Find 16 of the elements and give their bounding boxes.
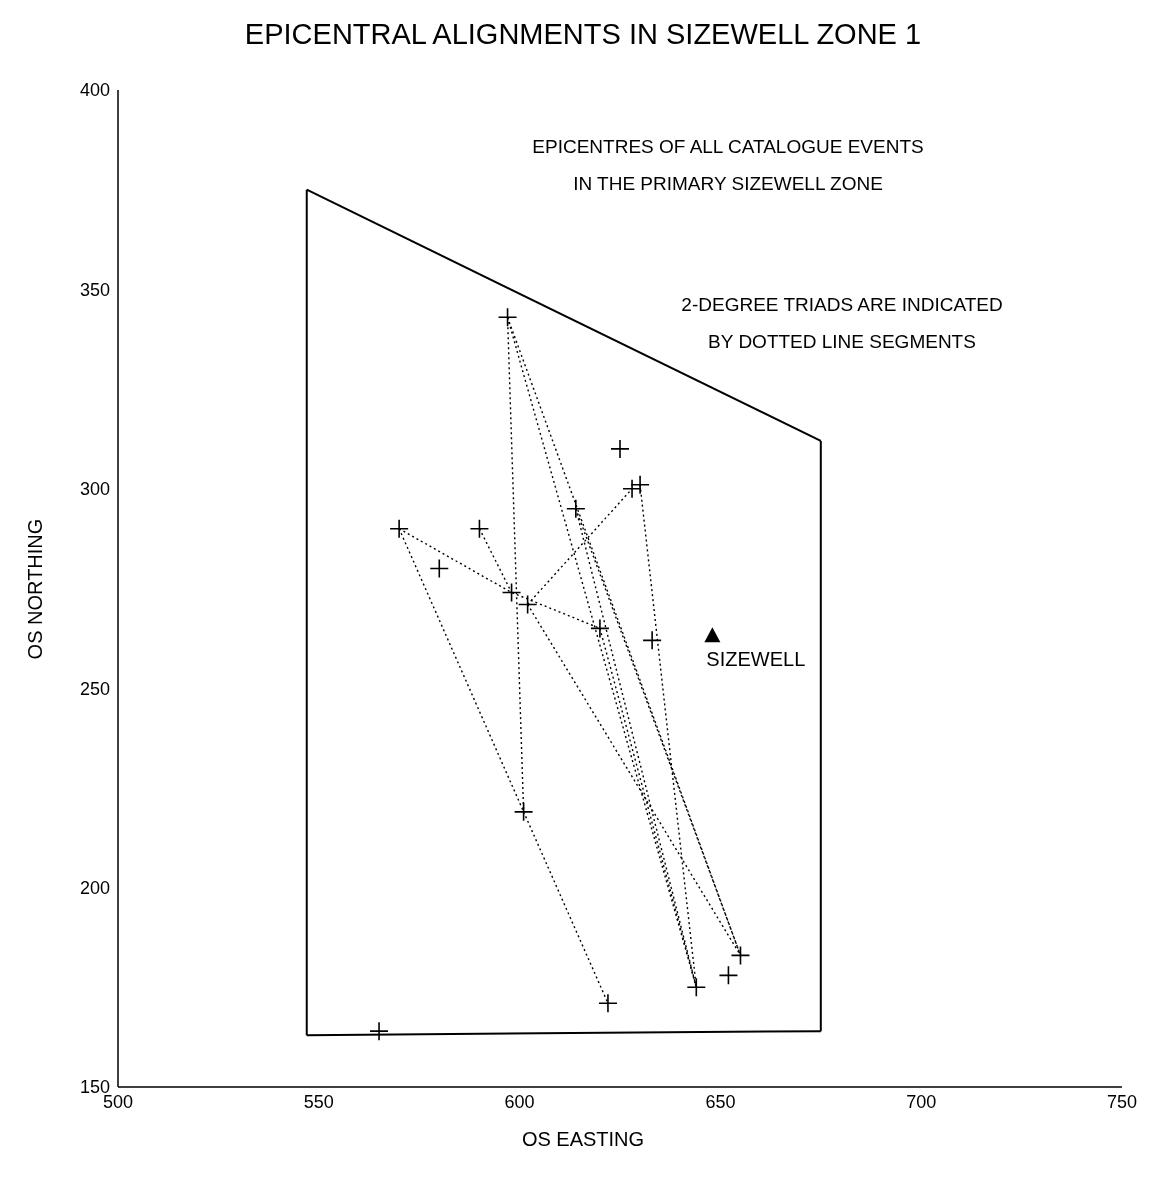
x-tick-label: 650	[705, 1091, 736, 1112]
y-tick-label: 400	[79, 80, 110, 101]
x-axis-title: OS EASTING	[520, 1128, 646, 1151]
y-tick-label: 350	[79, 279, 110, 300]
y-tick-label: 300	[79, 479, 110, 500]
chart-title: EPICENTRAL ALIGNMENTS IN SIZEWELL ZONE 1	[243, 18, 923, 51]
x-tick-label: 700	[906, 1091, 937, 1112]
y-axis-title: OS NORTHING	[23, 518, 47, 659]
x-tick-label: 550	[303, 1091, 334, 1112]
annotation: SIZEWELL	[706, 648, 806, 672]
y-tick-label: 200	[79, 877, 110, 898]
annotation: 2-DEGREE TRIADS ARE INDICATED BY DOTTED LINE SEGMENTS	[681, 293, 1003, 354]
annotation: EPICENTRES OF ALL CATALOGUE EVENTS IN THE PRIMARY SIZEWELL ZONE	[532, 135, 924, 196]
y-tick-label: 250	[79, 678, 110, 699]
x-tick-label: 600	[504, 1091, 535, 1112]
x-tick-label: 750	[1106, 1091, 1138, 1112]
